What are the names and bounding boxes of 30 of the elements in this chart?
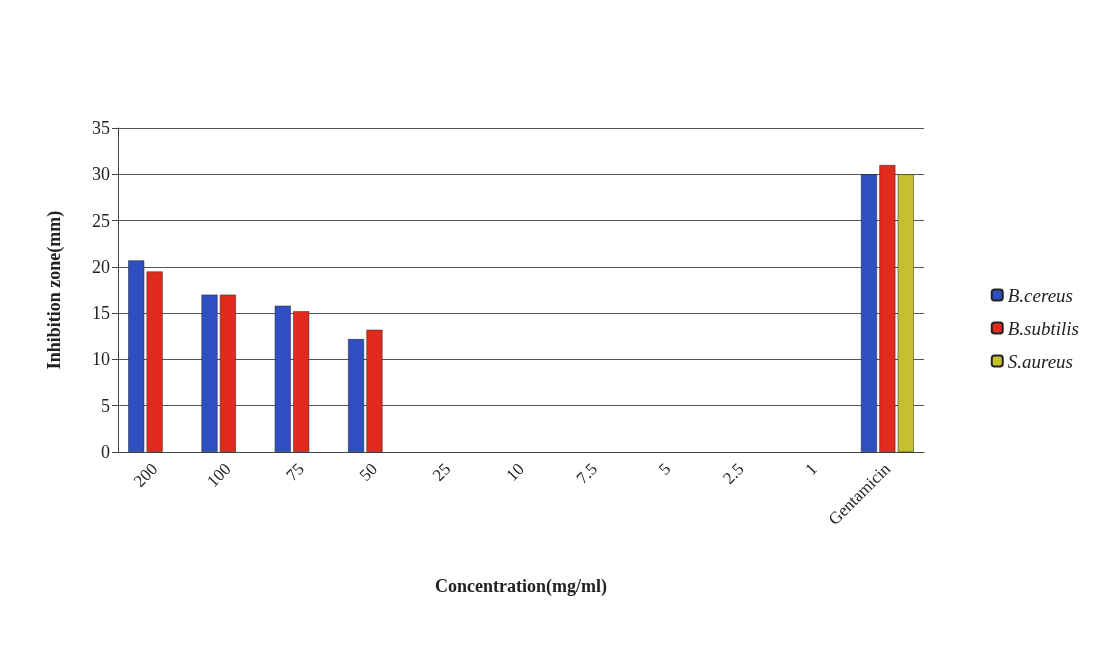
legend-label: B.subtilis xyxy=(1007,317,1080,339)
bar xyxy=(274,305,291,452)
y-axis-title: Inhibition zone(mm) xyxy=(44,210,65,370)
bar xyxy=(366,329,383,452)
bar xyxy=(293,311,310,452)
bar xyxy=(219,294,236,452)
y-tick-label: 35 xyxy=(92,118,110,138)
x-tick-label: 75 xyxy=(282,459,308,485)
x-tick-label: 25 xyxy=(429,459,455,485)
bar xyxy=(201,294,218,452)
y-tick-label: 15 xyxy=(92,303,110,324)
x-tick-label: 200 xyxy=(129,459,162,491)
x-axis-title: Concentration(mg/ml) xyxy=(435,576,607,597)
x-tick-label: 10 xyxy=(502,459,528,485)
legend-label: S.aureus xyxy=(1007,350,1074,372)
legend-label: B.cereus xyxy=(1007,284,1073,306)
y-tick-label: 5 xyxy=(101,395,110,416)
y-tick-label: 25 xyxy=(92,210,110,231)
x-tick-label: 5 xyxy=(654,459,675,479)
x-tick-label: 100 xyxy=(203,459,235,491)
x-tick-label: 1 xyxy=(801,459,821,479)
x-tick-label: 2.5 xyxy=(719,459,748,488)
bar xyxy=(348,339,365,452)
x-tick-label: 7.5 xyxy=(572,459,601,488)
y-tick-label: 20 xyxy=(92,256,110,277)
y-tick-label: 30 xyxy=(92,164,110,185)
x-tick-label: 50 xyxy=(355,459,382,485)
bar xyxy=(860,174,877,452)
y-tick-label: 0 xyxy=(101,442,110,462)
y-tick-label: 10 xyxy=(92,349,110,370)
